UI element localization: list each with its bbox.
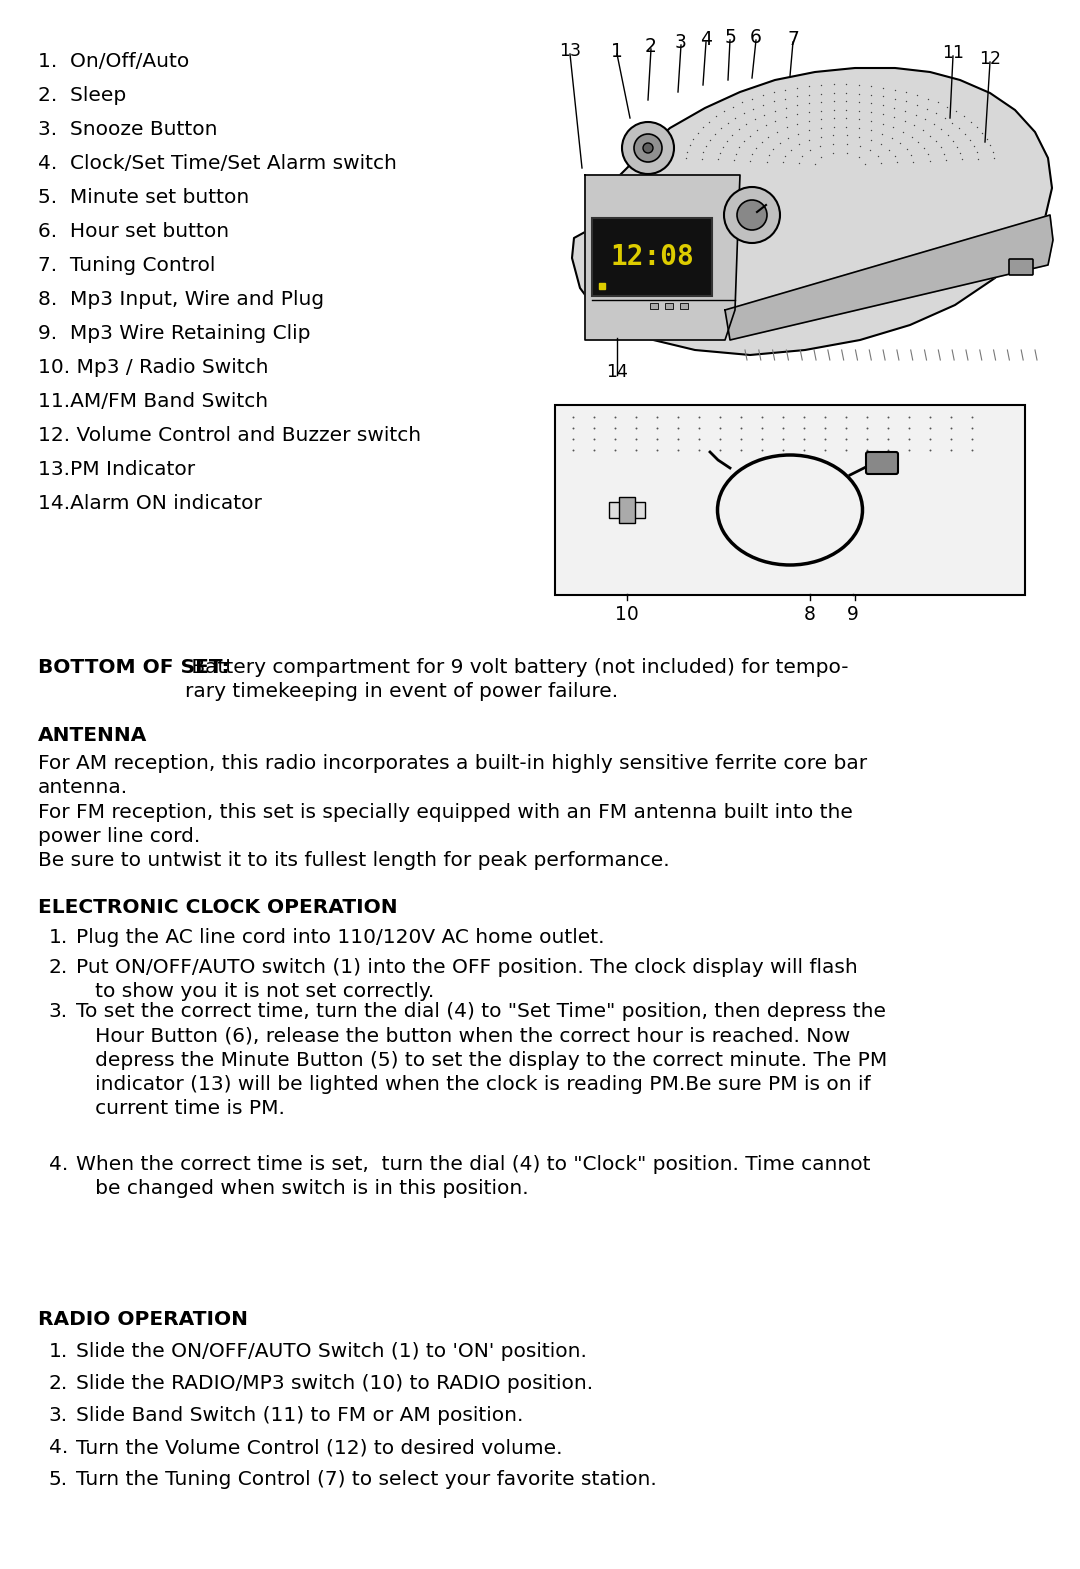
Text: 8.  Mp3 Input, Wire and Plug: 8. Mp3 Input, Wire and Plug (38, 290, 324, 309)
Text: 9.  Mp3 Wire Retaining Clip: 9. Mp3 Wire Retaining Clip (38, 325, 311, 344)
Text: 14: 14 (606, 362, 627, 381)
Text: 10. Mp3 / Radio Switch: 10. Mp3 / Radio Switch (38, 358, 269, 377)
Text: 5: 5 (724, 28, 735, 47)
Bar (619, 497, 635, 522)
Bar (650, 303, 658, 309)
Text: 1.  On/Off/Auto: 1. On/Off/Auto (38, 52, 189, 71)
Text: 4.: 4. (49, 1439, 68, 1458)
Text: 13: 13 (559, 42, 581, 60)
Text: 1.: 1. (49, 1341, 68, 1360)
Text: Battery compartment for 9 volt battery (not included) for tempo-
rary timekeepin: Battery compartment for 9 volt battery (… (185, 657, 849, 701)
Text: 2.: 2. (49, 959, 68, 977)
Circle shape (737, 199, 767, 231)
Text: Plug the AC line cord into 110/120V AC home outlet.: Plug the AC line cord into 110/120V AC h… (76, 927, 605, 948)
Text: 1: 1 (611, 42, 623, 61)
Text: 1.: 1. (49, 927, 68, 948)
Text: RADIO OPERATION: RADIO OPERATION (38, 1310, 248, 1329)
Text: 11: 11 (942, 44, 964, 63)
Text: 6: 6 (751, 28, 761, 47)
Text: ELECTRONIC CLOCK OPERATION: ELECTRONIC CLOCK OPERATION (38, 897, 397, 916)
FancyBboxPatch shape (1009, 259, 1032, 275)
Text: 8: 8 (805, 606, 815, 624)
Bar (609, 502, 645, 518)
Text: 6.  Hour set button: 6. Hour set button (38, 221, 229, 242)
Text: For AM reception, this radio incorporates a built-in highly sensitive ferrite co: For AM reception, this radio incorporate… (38, 755, 867, 869)
Text: 4.  Clock/Set Time/Set Alarm switch: 4. Clock/Set Time/Set Alarm switch (38, 154, 396, 173)
Text: Put ON/OFF/AUTO switch (1) into the OFF position. The clock display will flash
 : Put ON/OFF/AUTO switch (1) into the OFF … (76, 959, 858, 1001)
Text: 11.AM/FM Band Switch: 11.AM/FM Band Switch (38, 392, 268, 411)
FancyBboxPatch shape (866, 452, 897, 474)
Text: When the correct time is set,  turn the dial (4) to "Clock" position. Time canno: When the correct time is set, turn the d… (76, 1155, 870, 1199)
Text: ANTENNA: ANTENNA (38, 726, 147, 745)
Text: 2.: 2. (49, 1374, 68, 1393)
Bar (665, 303, 673, 309)
Text: 13.PM Indicator: 13.PM Indicator (38, 460, 195, 479)
Circle shape (643, 143, 653, 154)
Bar (555, 405, 1025, 595)
Text: Turn the Volume Control (12) to desired volume.: Turn the Volume Control (12) to desired … (76, 1439, 563, 1458)
Text: Slide the ON/OFF/AUTO Switch (1) to 'ON' position.: Slide the ON/OFF/AUTO Switch (1) to 'ON'… (76, 1341, 586, 1360)
Text: Slide the RADIO/MP3 switch (10) to RADIO position.: Slide the RADIO/MP3 switch (10) to RADIO… (76, 1374, 593, 1393)
Text: 3: 3 (675, 33, 687, 52)
Text: 3.  Snooze Button: 3. Snooze Button (38, 119, 217, 140)
Text: 2.  Sleep: 2. Sleep (38, 86, 126, 105)
Polygon shape (585, 176, 740, 340)
Text: 12:08: 12:08 (610, 243, 693, 271)
Text: 2: 2 (645, 38, 657, 56)
Polygon shape (725, 215, 1053, 340)
Text: BOTTOM OF SET:: BOTTOM OF SET: (38, 657, 229, 676)
Circle shape (622, 122, 674, 174)
Bar (680, 303, 688, 309)
Text: 5.  Minute set button: 5. Minute set button (38, 188, 249, 207)
Text: 12. Volume Control and Buzzer switch: 12. Volume Control and Buzzer switch (38, 427, 421, 446)
Text: 5.: 5. (49, 1470, 68, 1489)
Text: 7: 7 (787, 30, 799, 49)
Text: To set the correct time, turn the dial (4) to "Set Time" position, then depress : To set the correct time, turn the dial (… (76, 1003, 888, 1119)
Text: 10: 10 (616, 606, 639, 624)
Text: 9: 9 (847, 606, 859, 624)
Text: Turn the Tuning Control (7) to select your favorite station.: Turn the Tuning Control (7) to select yo… (76, 1470, 657, 1489)
Text: 3.: 3. (49, 1003, 68, 1021)
Text: 12: 12 (978, 50, 1001, 67)
Circle shape (634, 133, 662, 162)
Text: Slide Band Switch (11) to FM or AM position.: Slide Band Switch (11) to FM or AM posit… (76, 1406, 524, 1425)
Text: 3.: 3. (49, 1406, 68, 1425)
Text: 4.: 4. (49, 1155, 68, 1174)
Text: 14.Alarm ON indicator: 14.Alarm ON indicator (38, 494, 261, 513)
Polygon shape (572, 67, 1052, 355)
Circle shape (724, 187, 780, 243)
Bar (592, 218, 712, 297)
Text: 4: 4 (700, 30, 712, 49)
Text: 7.  Tuning Control: 7. Tuning Control (38, 256, 215, 275)
